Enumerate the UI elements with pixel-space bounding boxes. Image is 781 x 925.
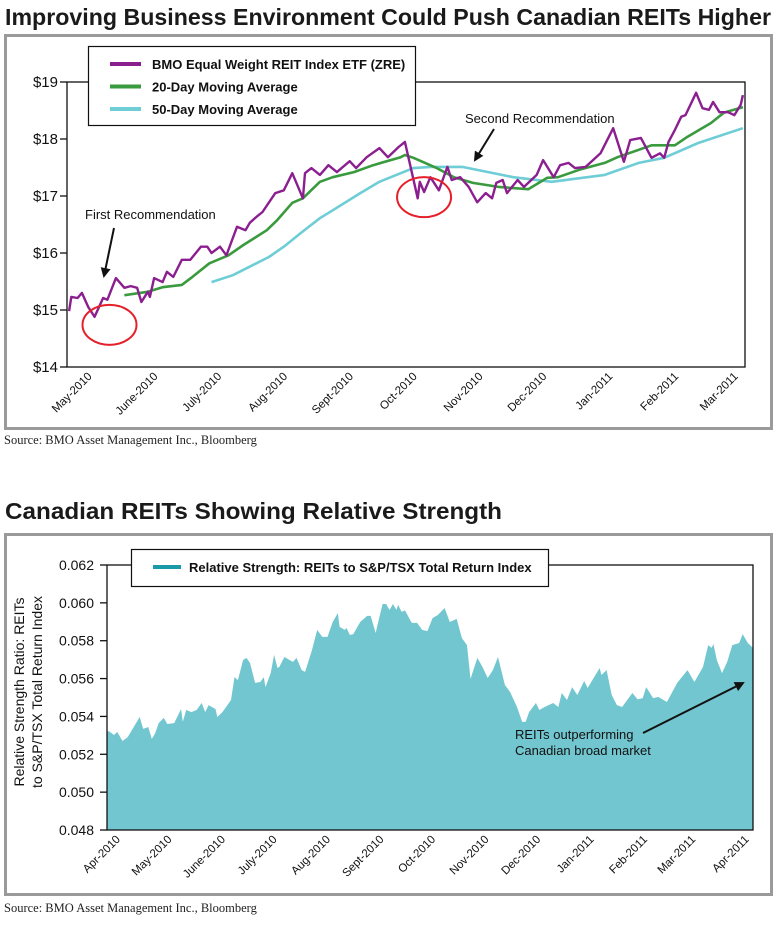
y-tick-label: 0.050: [59, 784, 94, 800]
y-tick-label: $16: [33, 245, 58, 262]
arrow-icon: [100, 227, 115, 278]
legend-label: 50-Day Moving Average: [152, 102, 298, 117]
legend: BMO Equal Weight REIT Index ETF (ZRE) 20-…: [87, 45, 417, 127]
series-area-relative-strength: [107, 604, 753, 830]
chart1-source: Source: BMO Asset Management Inc., Bloom…: [4, 433, 258, 447]
y-axis-label: Relative Strength Ratio: REITs: [11, 597, 27, 786]
x-tick-label: Jan-2011: [555, 834, 597, 876]
x-tick-label: May-2010: [130, 834, 175, 879]
highlight-circle: [396, 176, 453, 219]
x-tick-label: Feb-2011: [607, 834, 650, 877]
x-tick-label: June-2010: [114, 371, 161, 418]
x-tick-label: Dec-2010: [506, 371, 550, 415]
highlight-circle: [81, 303, 138, 346]
y-tick-label: 0.060: [59, 595, 94, 611]
y-tick-label: 0.054: [59, 708, 94, 724]
x-tick-label: Mar-2011: [656, 834, 699, 877]
x-tick-label: Apr-2010: [81, 834, 123, 876]
x-tick-label: Nov-2010: [442, 371, 486, 415]
x-tick-label: Aug-2010: [246, 371, 290, 415]
annotation-outperforming: Canadian broad market: [515, 743, 651, 758]
x-tick-label: Oct-2010: [378, 371, 420, 413]
chart2-plot: 0.062 0.060 0.058 0.056 0.054 0.052 0.050 0.048…: [11, 548, 754, 881]
y-tick-label: 0.056: [59, 671, 94, 687]
y-tick-label: 0.058: [59, 633, 94, 649]
chart1-title: Improving Business Environment Could Pus…: [5, 4, 771, 30]
y-tick-label: $18: [33, 131, 58, 148]
legend: Relative Strength: REITs to S&P/TSX Tota…: [130, 548, 550, 588]
chart2-title: Canadian REITs Showing Relative Strength: [5, 498, 502, 524]
y-tick-label: $14: [33, 359, 58, 376]
x-tick-label: Dec-2010: [499, 834, 543, 878]
legend-label: Relative Strength: REITs to S&P/TSX Tota…: [189, 560, 532, 575]
x-tick-label: Jan-2011: [574, 371, 616, 413]
legend-box: [130, 548, 550, 588]
arrow-icon: [642, 682, 745, 734]
y-tick-label: 0.048: [59, 822, 94, 838]
x-tick-label: Apr-2011: [710, 834, 751, 875]
x-tick-label: Sept-2010: [340, 834, 386, 880]
chart2-source: Source: BMO Asset Management Inc., Bloom…: [4, 901, 258, 915]
x-tick-label: May-2010: [50, 371, 95, 416]
x-tick-label: June-2010: [181, 834, 228, 881]
series-line-20-day-ma: [124, 105, 744, 297]
chart1-frame: [4, 34, 773, 430]
annotation-second-recommendation: Second Recommendation: [465, 111, 615, 126]
x-tick-label: July-2010: [236, 834, 280, 878]
x-tick-label: Nov-2010: [448, 834, 492, 878]
y-tick-label: $19: [33, 74, 58, 91]
chart2-frame: [4, 533, 773, 896]
x-tick-label: Aug-2010: [289, 834, 333, 878]
x-tick-label: Feb-2011: [639, 371, 682, 414]
y-tick-label: 0.052: [59, 746, 94, 762]
series-line-50-day-ma: [211, 126, 744, 284]
y-axis-label: to S&P/TSX Total Return Index: [29, 596, 45, 788]
series-line-zre: [67, 91, 745, 318]
legend-label: BMO Equal Weight REIT Index ETF (ZRE): [152, 57, 405, 72]
x-tick-label: Mar-2011: [698, 371, 741, 414]
y-tick-label: $15: [33, 302, 58, 319]
x-tick-label: Sept-2010: [310, 371, 356, 417]
x-tick-label: Oct-2010: [396, 834, 438, 876]
annotation-first-recommendation: First Recommendation: [85, 207, 216, 222]
legend-label: 20-Day Moving Average: [152, 80, 298, 95]
x-tick-label: July-2010: [181, 371, 225, 415]
legend-box: [87, 45, 417, 127]
arrow-icon: [473, 128, 495, 162]
annotation-outperforming: REITs outperforming: [515, 727, 634, 742]
y-tick-label: $17: [33, 188, 58, 205]
y-tick-label: 0.062: [59, 557, 94, 573]
